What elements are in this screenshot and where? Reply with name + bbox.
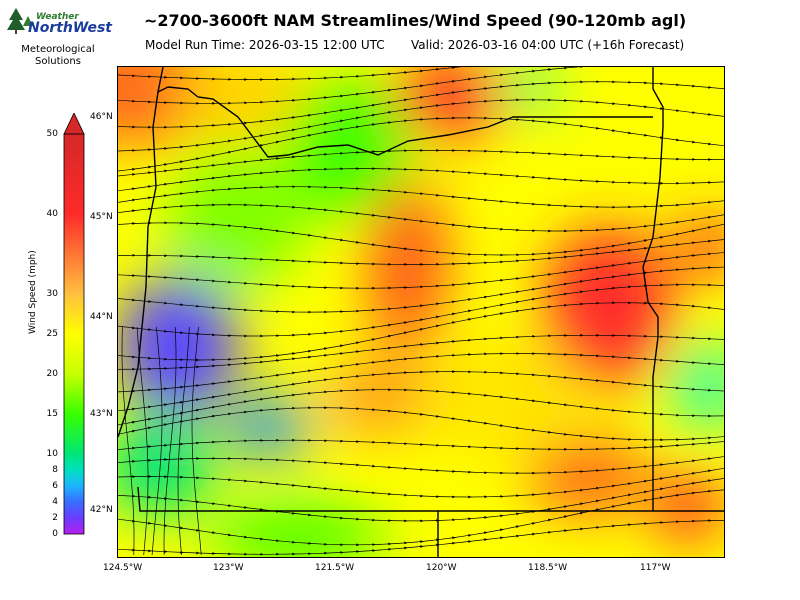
colorbar-tick-6: 6 — [52, 481, 58, 491]
colorbar-tick-50: 50 — [46, 129, 58, 139]
map-panel — [117, 66, 725, 558]
streamline-26 — [121, 326, 135, 556]
streamline-30 — [177, 326, 190, 556]
lon-label-120: 120°W — [426, 563, 457, 573]
streamline-25 — [118, 519, 724, 556]
streamline-6 — [118, 167, 724, 192]
streamline-20 — [118, 438, 724, 451]
colorbar-tick-2: 2 — [52, 513, 58, 523]
logo-brand-text: NorthWest — [28, 20, 112, 36]
page-title: ~2700-3600ft NAM Streamlines/Wind Speed … — [144, 11, 687, 30]
evergreen-tree-icon — [7, 8, 33, 34]
colorbar-tick-0: 0 — [52, 529, 58, 539]
colorbar-tick-10: 10 — [46, 449, 58, 459]
lat-label-43: 43°N — [90, 409, 113, 419]
logo-weather-text: Weather — [36, 12, 79, 22]
colorbar-tick-8: 8 — [52, 465, 58, 475]
colorbar-tick-20: 20 — [46, 369, 58, 379]
colorbar-graphic — [63, 112, 85, 535]
lat-label-46: 46°N — [90, 112, 113, 122]
logo-subtitle-2: Solutions — [35, 56, 81, 67]
lon-label-117: 117°W — [640, 563, 671, 573]
streamline-28 — [151, 326, 163, 556]
state-borders — [118, 67, 724, 557]
streamline-27 — [136, 326, 149, 556]
colorbar-tick-15: 15 — [46, 409, 58, 419]
streamlines — [118, 67, 724, 556]
valid-time: Valid: 2026-03-16 04:00 UTC (+16h Foreca… — [411, 38, 685, 52]
lat-label-44: 44°N — [90, 312, 113, 322]
lon-label-121-5: 121.5°W — [315, 563, 355, 573]
lat-label-45: 45°N — [90, 212, 113, 222]
colorbar-tick-40: 40 — [46, 209, 58, 219]
logo-mark: Weather NorthWest — [6, 6, 112, 36]
streamline-31 — [191, 326, 202, 556]
model-run-time: Model Run Time: 2026-03-15 12:00 UTC — [145, 38, 385, 52]
logo-subtitle-1: Meteorological — [21, 44, 95, 55]
logo: Weather NorthWest Meteorological Solutio… — [6, 6, 112, 70]
wind-speed-map — [118, 67, 724, 557]
colorbar-tick-4: 4 — [52, 497, 58, 507]
streamline-29 — [163, 326, 177, 556]
lon-label-118-5: 118.5°W — [528, 563, 568, 573]
colorbar — [63, 112, 85, 535]
streamline-5 — [118, 148, 724, 177]
lon-label-123: 123°W — [213, 563, 244, 573]
lon-label-124-5: 124.5°W — [103, 563, 143, 573]
colorbar-label: Wind Speed (mph) — [28, 250, 38, 334]
lat-label-42: 42°N — [90, 505, 113, 515]
colorbar-tick-30: 30 — [46, 289, 58, 299]
colorbar-tick-25: 25 — [46, 329, 58, 339]
